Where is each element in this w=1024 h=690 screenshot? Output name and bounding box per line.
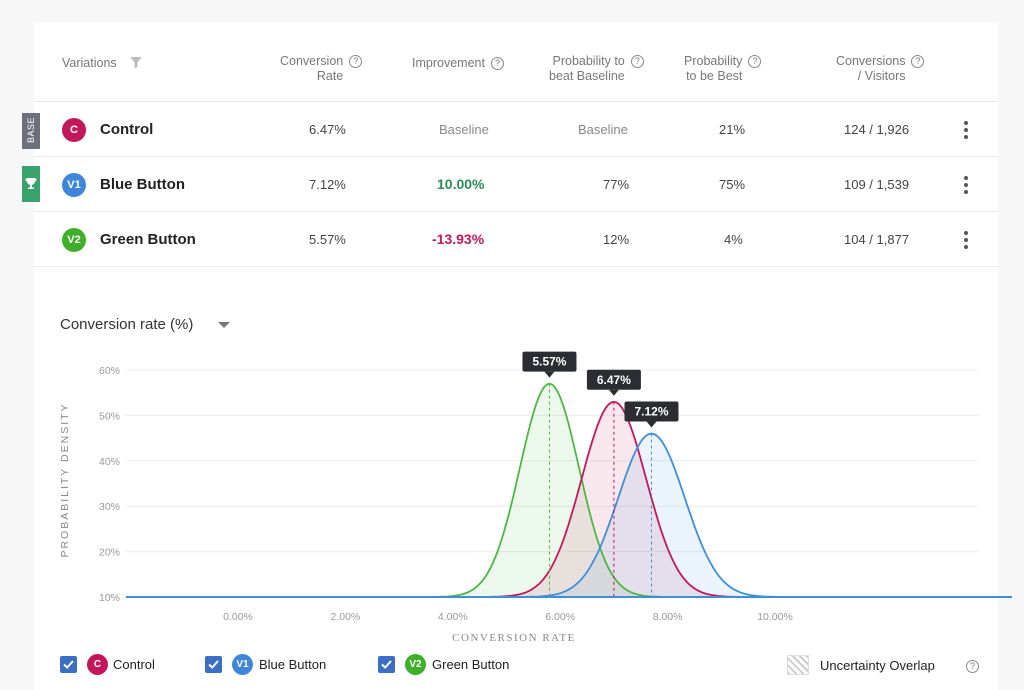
- beat-baseline-value: 77%: [603, 177, 630, 192]
- header-conversions-line2: / Visitors: [857, 69, 906, 83]
- chart-metric-dropdown[interactable]: Conversion rate (%): [60, 316, 194, 333]
- uncertainty-overlap-label: Uncertainty Overlap: [820, 658, 935, 673]
- variation-badge: V2: [62, 228, 86, 252]
- conversions-visitors-value: 109 / 1,539: [844, 177, 910, 192]
- help-icon[interactable]: ?: [911, 55, 925, 68]
- variation-badge: C: [62, 118, 86, 142]
- help-icon[interactable]: ?: [630, 55, 644, 68]
- checkbox-checked[interactable]: [60, 656, 77, 673]
- x-tick-label: 10.00%: [757, 611, 793, 623]
- x-axis-label: CONVERSION RATE: [452, 632, 576, 644]
- table-row[interactable]: V2 Green Button 5.57% -13.93% 12% 4% 104…: [34, 212, 998, 267]
- series-area-blue-button: [238, 433, 800, 597]
- header-conversions-line1: Conversions: [836, 54, 906, 68]
- chevron-down-icon[interactable]: [218, 322, 230, 328]
- y-tick-label: 60%: [99, 365, 120, 377]
- conversion-rate-value: 5.57%: [309, 232, 346, 247]
- conversions-visitors-value: 124 / 1,926: [844, 122, 910, 137]
- y-tick-label: 10%: [99, 592, 120, 604]
- improvement-value: Baseline: [439, 122, 489, 137]
- series-area-control: [238, 401, 800, 597]
- value-tooltip: [522, 351, 577, 372]
- checkbox-checked[interactable]: [378, 656, 395, 673]
- value-tooltip: [586, 369, 641, 390]
- header-conversions-visitors[interactable]: Conversions / Visitors ?: [836, 54, 925, 84]
- x-tick-label: 0.00%: [223, 611, 253, 623]
- variation-badge: V2: [405, 654, 426, 675]
- variation-name[interactable]: Green Button: [100, 231, 196, 248]
- trophy-icon: [25, 178, 37, 189]
- series-area-green-button: [238, 383, 800, 597]
- y-tick-label: 30%: [99, 501, 120, 513]
- header-prob-beat-line2: beat Baseline: [549, 69, 625, 83]
- beat-baseline-value: Baseline: [578, 122, 628, 137]
- legend-label: Control: [113, 657, 155, 672]
- table-row[interactable]: V1 Blue Button 7.12% 10.00% 77% 75% 109 …: [34, 157, 998, 212]
- header-improvement-label: Improvement: [412, 56, 485, 70]
- x-tick-label: 6.00%: [545, 611, 575, 623]
- conversion-rate-value: 6.47%: [309, 122, 346, 137]
- value-tooltip-label: 5.57%: [532, 355, 566, 369]
- conversion-rate-value: 7.12%: [309, 177, 346, 192]
- row-menu-icon[interactable]: [960, 229, 972, 253]
- variation-name[interactable]: Blue Button: [100, 176, 185, 193]
- base-tag: BASE: [22, 113, 40, 149]
- tooltip-pointer: [544, 371, 555, 378]
- uncertainty-overlap-swatch: [787, 655, 809, 675]
- beat-baseline-value: 12%: [603, 232, 630, 247]
- y-axis-label: PROBABILITY DENSITY: [59, 402, 71, 557]
- value-tooltip-label: 6.47%: [597, 373, 631, 387]
- legend-label: Green Button: [432, 657, 510, 672]
- help-icon[interactable]: ?: [966, 660, 979, 673]
- prob-best-value: 4%: [724, 232, 743, 247]
- variation-badge: V1: [232, 654, 253, 675]
- winner-tag: [22, 166, 40, 202]
- header-prob-beat-baseline[interactable]: Probability to beat Baseline ?: [549, 54, 644, 84]
- header-prob-beat-line1: Probability to: [552, 54, 625, 68]
- value-tooltip-label: 7.12%: [634, 405, 668, 419]
- x-tick-label: 2.00%: [331, 611, 361, 623]
- tooltip-pointer: [608, 389, 619, 396]
- variation-name[interactable]: Control: [100, 121, 154, 138]
- prob-best-value: 75%: [719, 177, 746, 192]
- variation-badge: V1: [62, 173, 86, 197]
- conversions-visitors-value: 104 / 1,877: [844, 232, 910, 247]
- tooltip-pointer: [646, 421, 657, 428]
- help-icon[interactable]: ?: [349, 55, 363, 68]
- legend-label: Blue Button: [259, 657, 327, 672]
- header-prob-best[interactable]: Probability to be Best ?: [684, 54, 762, 84]
- header-variations-label: Variations: [62, 56, 117, 71]
- header-conversion-rate-line1: Conversion: [280, 54, 344, 68]
- y-tick-label: 40%: [99, 456, 120, 468]
- row-menu-icon[interactable]: [960, 174, 972, 198]
- value-tooltip: [624, 401, 679, 422]
- filter-icon[interactable]: [130, 56, 143, 72]
- header-prob-best-line1: Probability: [684, 54, 743, 68]
- y-tick-label: 50%: [99, 410, 120, 422]
- results-card: Variations Conversion Rate ? Improvement…: [34, 22, 998, 690]
- table-header: Variations Conversion Rate ? Improvement…: [34, 22, 998, 102]
- improvement-value: -13.93%: [432, 231, 485, 247]
- x-tick-label: 4.00%: [438, 611, 468, 623]
- variation-badge: C: [87, 654, 108, 675]
- help-icon[interactable]: ?: [748, 55, 762, 68]
- header-improvement[interactable]: Improvement?: [412, 56, 504, 71]
- row-menu-icon[interactable]: [960, 119, 972, 143]
- header-conversion-rate-line2: Rate: [316, 69, 344, 83]
- header-conversion-rate[interactable]: Conversion Rate ?: [280, 54, 363, 84]
- checkbox-checked[interactable]: [205, 656, 222, 673]
- prob-best-value: 21%: [719, 122, 746, 137]
- header-prob-best-line2: to be Best: [686, 69, 743, 83]
- help-icon[interactable]: ?: [490, 57, 504, 70]
- improvement-value: 10.00%: [437, 176, 485, 192]
- x-tick-label: 8.00%: [653, 611, 683, 623]
- y-tick-label: 20%: [99, 547, 120, 559]
- header-variations[interactable]: Variations: [62, 56, 143, 72]
- table-row[interactable]: C Control 6.47% Baseline Baseline 21% 12…: [34, 102, 998, 157]
